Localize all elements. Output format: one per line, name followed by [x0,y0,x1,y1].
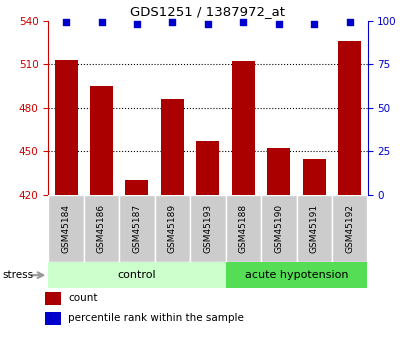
Text: stress: stress [2,270,33,280]
Bar [338,41,361,195]
Title: GDS1251 / 1387972_at: GDS1251 / 1387972_at [130,5,286,18]
Bar [197,141,219,195]
Bar [332,195,368,262]
Point [63,20,69,25]
Text: GSM45192: GSM45192 [345,204,354,253]
Point [205,21,211,27]
Text: GSM45188: GSM45188 [239,204,248,253]
Bar [48,262,226,288]
Text: GSM45190: GSM45190 [274,204,284,253]
Bar [261,195,297,262]
Bar [84,195,119,262]
Bar [303,159,326,195]
Bar [45,312,61,325]
Text: percentile rank within the sample: percentile rank within the sample [68,313,244,323]
Point [98,20,105,25]
Bar [45,292,61,305]
Text: GSM45189: GSM45189 [168,204,177,253]
Bar [161,99,184,195]
Bar [226,262,368,288]
Bar [55,60,78,195]
Bar [126,180,149,195]
Bar [48,195,84,262]
Point [276,21,282,27]
Point [346,20,353,25]
Bar [297,195,332,262]
Text: control: control [118,270,156,280]
Text: GSM45184: GSM45184 [62,204,71,253]
Text: acute hypotension: acute hypotension [245,270,348,280]
Point [240,20,247,25]
Bar [119,195,155,262]
Bar [232,61,255,195]
Text: GSM45191: GSM45191 [310,204,319,253]
Bar [90,86,113,195]
Text: count: count [68,293,97,303]
Text: GSM45187: GSM45187 [132,204,142,253]
Point [169,20,176,25]
Text: GSM45186: GSM45186 [97,204,106,253]
Bar [155,195,190,262]
Point [134,21,140,27]
Point [311,21,318,27]
Bar [226,195,261,262]
Bar [190,195,226,262]
Text: GSM45193: GSM45193 [203,204,213,253]
Bar [267,148,290,195]
